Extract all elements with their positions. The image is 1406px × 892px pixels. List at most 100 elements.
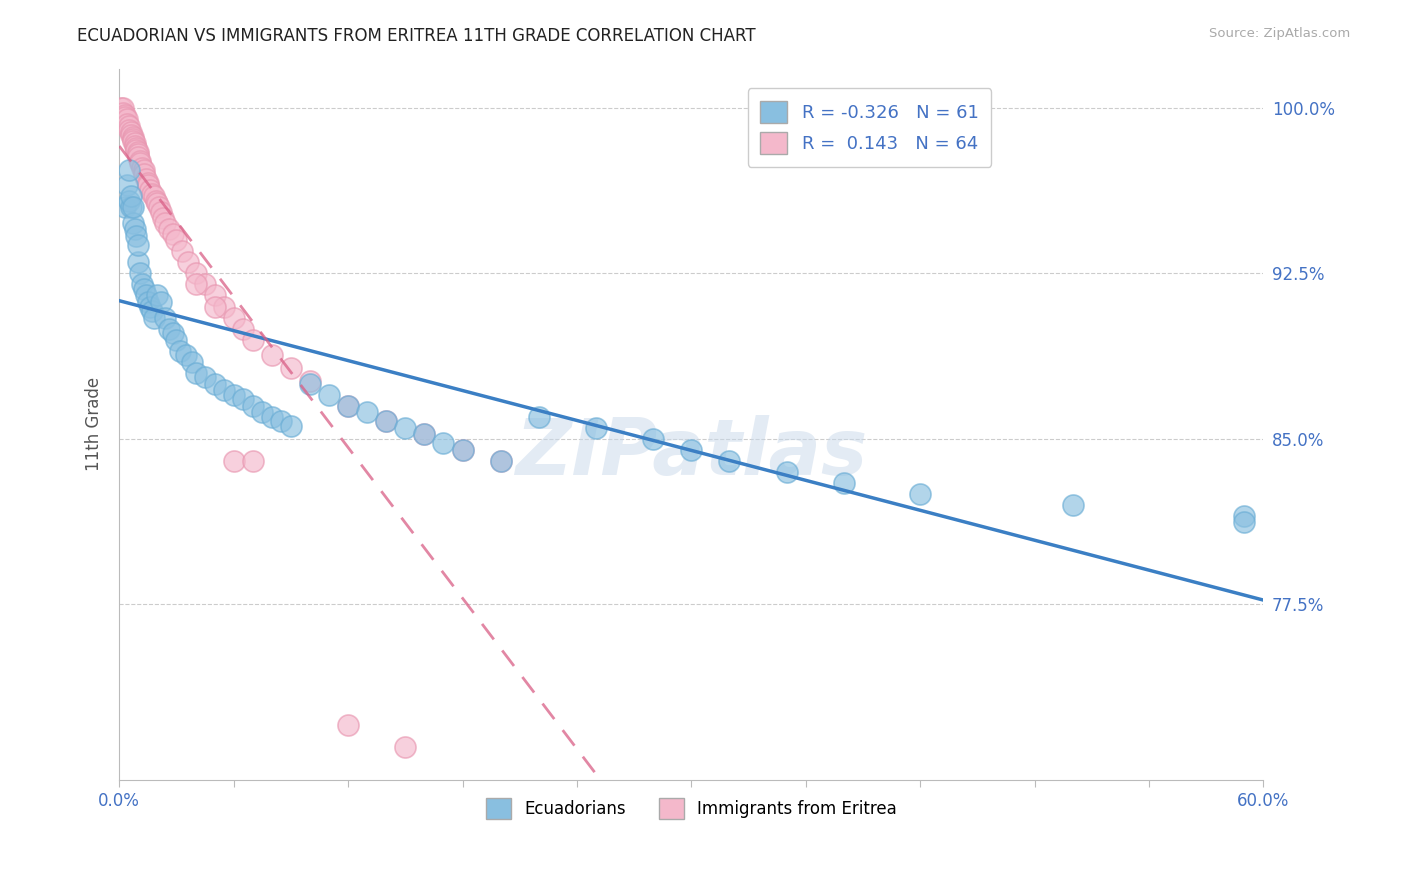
Point (260, 409, 283, 424)
Point (150, 204, 173, 219)
Point (136, 178, 159, 193)
Point (125, 141, 148, 155)
Point (118, 119, 141, 133)
Point (172, 244, 194, 259)
Point (166, 333, 188, 347)
Point (280, 361, 302, 376)
Point (121, 216, 143, 230)
Point (252, 405, 274, 419)
Point (132, 162, 155, 177)
Point (139, 300, 162, 314)
Point (280, 418, 302, 433)
Point (356, 405, 378, 419)
Point (489, 454, 512, 468)
Point (298, 376, 321, 391)
Point (681, 442, 703, 457)
Point (204, 300, 226, 314)
Point (115, 178, 138, 193)
Point (124, 222, 146, 236)
Point (413, 427, 436, 442)
Point (232, 392, 254, 406)
Point (127, 237, 149, 252)
Point (129, 154, 152, 169)
Point (115, 112, 138, 127)
Point (375, 414, 398, 428)
Point (127, 147, 149, 161)
Point (375, 414, 398, 428)
Point (184, 277, 207, 292)
Point (150, 295, 173, 310)
Point (451, 442, 474, 457)
Point (908, 487, 931, 501)
Point (177, 255, 200, 269)
Point (222, 387, 245, 401)
Point (148, 200, 170, 214)
Point (718, 454, 741, 468)
Point (413, 427, 436, 442)
Point (114, 110, 136, 124)
Point (121, 134, 143, 148)
Point (222, 310, 245, 325)
Point (136, 176, 159, 190)
Point (141, 304, 163, 318)
Point (832, 475, 855, 490)
Point (142, 310, 165, 325)
Point (124, 138, 146, 153)
Point (394, 421, 416, 435)
Point (1062, 498, 1084, 512)
Point (127, 255, 149, 269)
Point (120, 189, 142, 203)
Point (139, 183, 162, 197)
Point (242, 454, 264, 468)
Point (110, 101, 132, 115)
Point (153, 310, 176, 325)
Point (1233, 516, 1256, 530)
Point (125, 143, 148, 157)
Point (142, 189, 165, 203)
Point (129, 267, 152, 281)
Point (432, 436, 454, 450)
Point (121, 132, 143, 146)
Point (162, 227, 184, 241)
Point (194, 277, 217, 292)
Point (136, 295, 159, 310)
Point (242, 399, 264, 413)
Point (184, 366, 207, 380)
Point (120, 125, 142, 139)
Point (270, 414, 292, 428)
Point (451, 442, 474, 457)
Point (114, 200, 136, 214)
Point (120, 200, 142, 214)
Point (242, 333, 264, 347)
Point (776, 465, 799, 479)
Point (337, 399, 360, 413)
Point (174, 348, 197, 362)
Point (489, 454, 512, 468)
Point (135, 171, 157, 186)
Point (121, 200, 143, 214)
Point (132, 282, 155, 296)
Text: Source: ZipAtlas.com: Source: ZipAtlas.com (1209, 27, 1350, 40)
Point (112, 105, 135, 120)
Point (204, 288, 226, 302)
Point (146, 288, 169, 302)
Text: ECUADORIAN VS IMMIGRANTS FROM ERITREA 11TH GRADE CORRELATION CHART: ECUADORIAN VS IMMIGRANTS FROM ERITREA 11… (77, 27, 756, 45)
Point (212, 300, 235, 314)
Point (180, 354, 202, 368)
Point (125, 229, 148, 244)
Point (112, 101, 135, 115)
Point (145, 194, 167, 208)
Point (152, 211, 174, 226)
Point (212, 384, 235, 398)
Point (232, 321, 254, 335)
Point (337, 399, 360, 413)
Text: ZIPatlas: ZIPatlas (515, 415, 868, 491)
Point (585, 421, 607, 435)
Point (127, 150, 149, 164)
Y-axis label: 11th Grade: 11th Grade (86, 377, 103, 472)
Point (118, 162, 141, 177)
Point (153, 216, 176, 230)
Point (222, 454, 245, 468)
Point (527, 409, 550, 424)
Point (131, 161, 153, 175)
